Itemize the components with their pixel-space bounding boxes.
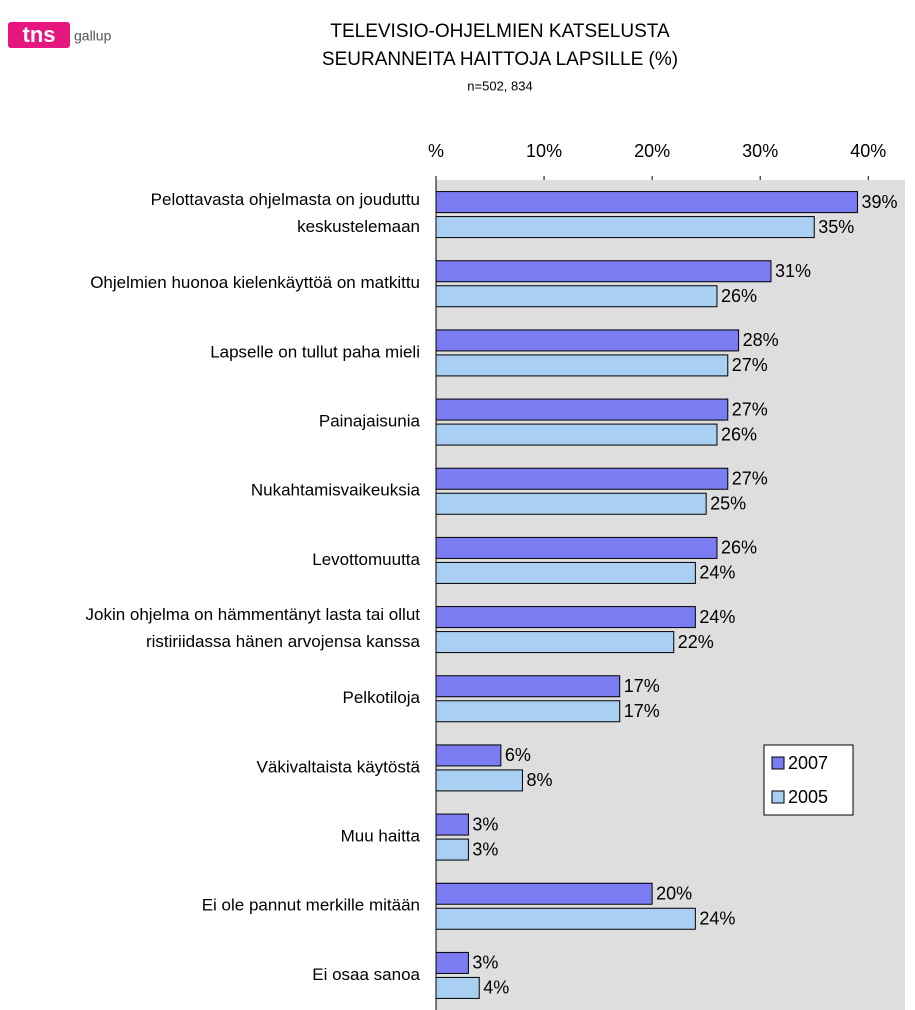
value-label: 24%	[699, 607, 735, 627]
legend-label: 2007	[788, 753, 828, 773]
category-label: Ohjelmien huonoa kielenkäyttöä on matkit…	[90, 273, 420, 292]
value-label: 35%	[818, 217, 854, 237]
value-label: 26%	[721, 286, 757, 306]
value-label: 3%	[472, 839, 498, 859]
chart-title: TELEVISIO-OHJELMIEN KATSELUSTA SEURANNEIT…	[322, 21, 678, 70]
value-label: 28%	[743, 330, 779, 350]
chart-subtitle: n=502, 834	[467, 78, 532, 93]
bar	[435, 744, 502, 767]
value-label: 3%	[472, 814, 498, 834]
bar	[435, 398, 729, 421]
bar	[435, 329, 740, 352]
value-label: 17%	[624, 676, 660, 696]
value-label: 4%	[483, 978, 509, 998]
bar	[435, 492, 707, 515]
x-tick-label: 30%	[742, 141, 778, 161]
legend-swatch	[771, 756, 785, 770]
value-label: 20%	[656, 884, 692, 904]
category-label: Muu haitta	[341, 827, 421, 846]
x-tick-label: 40%	[850, 141, 886, 161]
bar	[435, 882, 653, 905]
category-label: Nukahtamisvaikeuksia	[251, 481, 421, 500]
x-tick-label: %	[428, 141, 444, 161]
bar	[435, 260, 772, 283]
category-label: Lapselle on tullut paha mieli	[210, 342, 420, 361]
bar	[435, 606, 696, 629]
bar	[435, 561, 696, 584]
logo-brand: tns	[23, 22, 56, 47]
x-tick-label: 20%	[634, 141, 670, 161]
bar	[435, 354, 729, 377]
logo-sub: gallup	[74, 28, 112, 44]
value-label: 27%	[732, 399, 768, 419]
bar	[435, 675, 621, 698]
bar	[435, 951, 469, 974]
value-label: 26%	[721, 538, 757, 558]
category-label: Väkivaltaista käytöstä	[257, 757, 421, 776]
logo-badge	[8, 22, 70, 48]
value-label: 25%	[710, 494, 746, 514]
bar	[435, 536, 718, 559]
value-label: 27%	[732, 355, 768, 375]
category-label: Pelottavasta ohjelmasta on jouduttu kesku…	[151, 191, 420, 237]
bar	[435, 467, 729, 490]
value-label: 6%	[505, 745, 531, 765]
value-label: 27%	[732, 469, 768, 489]
bar	[435, 285, 718, 308]
bar	[435, 631, 675, 654]
bar	[435, 838, 469, 861]
value-label: 17%	[624, 701, 660, 721]
category-label: Ei osaa sanoa	[312, 965, 420, 984]
value-label: 3%	[472, 953, 498, 973]
legend-swatch	[771, 790, 785, 804]
bar	[435, 700, 621, 723]
category-label: Jokin ohjelma on hämmentänyt lasta tai o…	[85, 606, 420, 652]
value-label: 24%	[699, 909, 735, 929]
value-label: 31%	[775, 261, 811, 281]
value-label: 26%	[721, 424, 757, 444]
bar	[435, 423, 718, 446]
category-label: Painajaisunia	[319, 412, 421, 431]
bar	[435, 813, 469, 836]
bar	[435, 216, 815, 239]
value-label: 39%	[861, 192, 897, 212]
category-label: Ei ole pannut merkille mitään	[202, 896, 420, 915]
value-label: 22%	[678, 632, 714, 652]
value-label: 8%	[526, 770, 552, 790]
x-tick-label: 10%	[526, 141, 562, 161]
bar	[435, 769, 523, 792]
category-label: Pelkotiloja	[343, 688, 421, 707]
bar	[435, 976, 480, 999]
plot-area	[436, 180, 905, 1010]
category-label: Levottomuutta	[312, 550, 420, 569]
bar	[435, 191, 858, 214]
value-label: 24%	[699, 563, 735, 583]
legend-label: 2005	[788, 787, 828, 807]
bar	[435, 907, 696, 930]
